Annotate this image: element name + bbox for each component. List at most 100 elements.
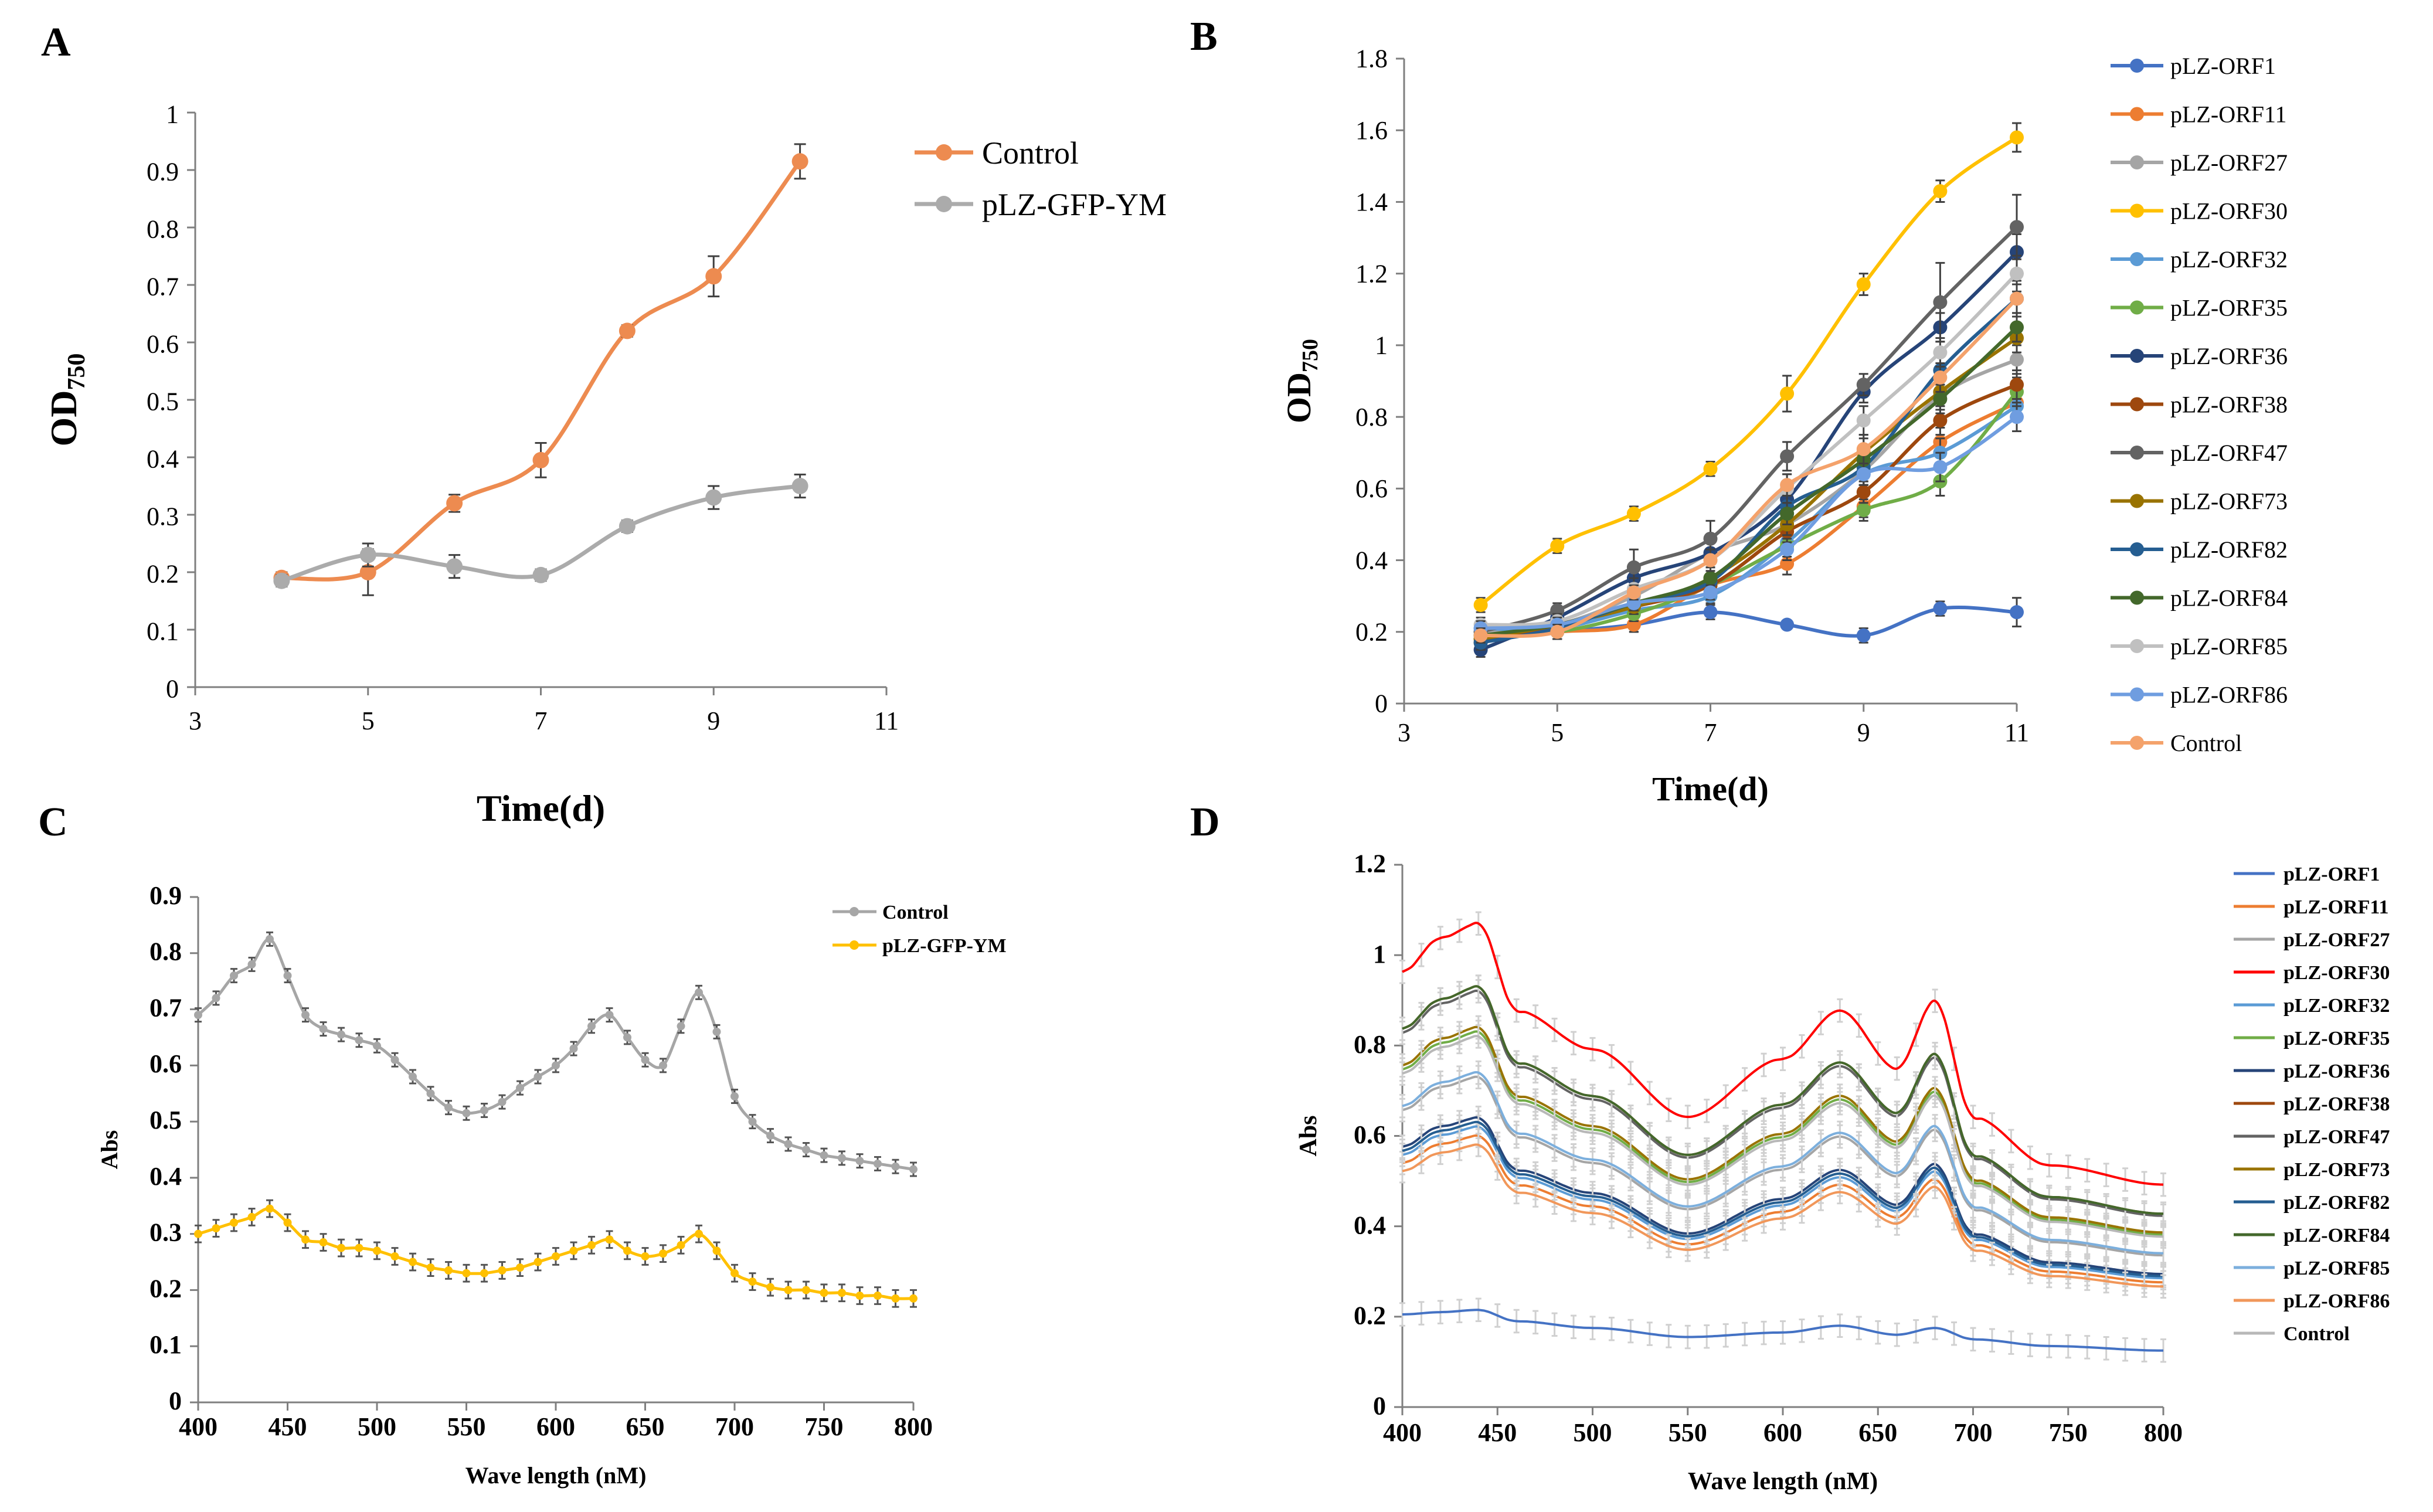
panel-c-data-point	[426, 1263, 435, 1272]
panel-c-x-tick-label: 550	[447, 1412, 486, 1441]
panel-b-y-tick-label: 1.6	[1355, 116, 1388, 145]
panel-c-y-tick-label: 0.4	[149, 1162, 182, 1191]
panel-d-legend-label: pLZ-ORF1	[2284, 864, 2380, 885]
panel-c-x-tick-label: 500	[358, 1412, 396, 1441]
panel-c-x-tick-label: 400	[179, 1412, 218, 1441]
panel-c-data-point	[677, 1022, 685, 1031]
panel-b-x-tick-label: 9	[1857, 718, 1870, 747]
panel-c-data-point	[891, 1294, 900, 1303]
panel-a-legend-label: Control	[982, 135, 1079, 171]
panel-a-y-tick-label: 0.5	[147, 388, 179, 416]
panel-b-series-line	[1480, 250, 2019, 652]
panel-b-legend-label: pLZ-ORF36	[2170, 343, 2288, 369]
panel-b-legend-label: pLZ-ORF84	[2170, 585, 2288, 611]
panel-a-data-point	[619, 518, 636, 535]
panel-a-x-tick-label: 3	[189, 706, 202, 735]
panel-b-data-point	[1703, 461, 1718, 476]
panel-c-data-point	[230, 1218, 238, 1227]
panel-a-x-tick-label: 7	[535, 706, 548, 735]
panel-b-y-tick-label: 0.2	[1355, 617, 1388, 646]
panel-b-data-point	[2010, 378, 2024, 392]
panel-a-data-point	[446, 558, 463, 575]
panel-c-data-point	[641, 1055, 650, 1064]
panel-b-legend-marker	[2130, 59, 2144, 73]
panel-c-data-point	[712, 1027, 721, 1036]
panel-b-y-tick-label: 1.4	[1355, 188, 1388, 216]
panel-b-data-point	[1933, 602, 1948, 616]
panel-b-y-tick-label: 0.4	[1355, 546, 1388, 575]
panel-b-data-point	[1780, 386, 1795, 401]
panel-b-legend-label: pLZ-ORF32	[2170, 246, 2288, 273]
panel-c-data-point	[516, 1083, 524, 1092]
panel-c-x-axis-title: Wave length (nM)	[465, 1462, 647, 1489]
panel-c-data-point	[730, 1269, 739, 1277]
panel-c-data-point	[247, 960, 256, 969]
panel-d-legend-label: pLZ-ORF85	[2284, 1258, 2390, 1279]
panel-c-data-point	[444, 1103, 453, 1112]
panel-b-data-point	[1473, 628, 1488, 643]
panel-d-legend-label: pLZ-ORF11	[2284, 896, 2388, 918]
panel-b-legend-marker	[2130, 397, 2144, 412]
panel-c-data-point	[373, 1041, 381, 1050]
panel-c-data-point	[247, 1212, 256, 1221]
panel-b-legend-marker	[2130, 639, 2144, 653]
panel-b-legend-label: pLZ-ORF47	[2170, 440, 2288, 466]
panel-c-data-point	[730, 1092, 739, 1101]
panel-c-data-point	[802, 1286, 810, 1294]
panel-d-y-tick-label: 0.2	[1354, 1301, 1386, 1330]
panel-a-data-point	[273, 572, 290, 589]
panel-a-y-tick-label: 0.2	[147, 560, 179, 589]
panel-c-y-tick-label: 0.9	[149, 881, 182, 910]
panel-b-y-tick-label: 1	[1375, 331, 1388, 360]
panel-c-x-tick-label: 700	[715, 1412, 754, 1441]
panel-c-data-point	[641, 1252, 650, 1260]
panel-d-x-axis-title: Wave length (nM)	[1688, 1468, 1878, 1495]
panel-c-data-point	[587, 1241, 596, 1249]
panel-b-legend-label: pLZ-ORF86	[2170, 682, 2288, 708]
panel-b-y-tick-label: 0.8	[1355, 403, 1388, 431]
panel-c-data-point	[802, 1146, 810, 1154]
panel-b-data-point	[1856, 277, 1871, 291]
panel-b-y-tick-label: 1.8	[1355, 45, 1388, 73]
panel-c-data-point	[426, 1089, 435, 1098]
panel-d-x-tick-label: 550	[1669, 1418, 1707, 1447]
panel-d-series-line	[1402, 1143, 2164, 1288]
panel-b-legend-marker	[2130, 446, 2144, 460]
panel-d-legend-label: pLZ-ORF32	[2284, 995, 2390, 1017]
panel-b-data-point	[1703, 531, 1718, 546]
panel-c-y-tick-label: 0.3	[149, 1218, 182, 1247]
panel-d-x-tick-label: 700	[1954, 1418, 1993, 1447]
panel-d-legend-label: pLZ-ORF84	[2284, 1225, 2390, 1246]
panel-d-y-tick-label: 0.4	[1354, 1211, 1386, 1239]
panel-c-data-point	[766, 1283, 774, 1292]
panel-c-data-point	[498, 1098, 507, 1106]
panel-a-y-tick-label: 0	[166, 675, 179, 704]
panel-b-y-axis-title-main: OD	[1280, 372, 1318, 423]
panel-b-data-point	[1703, 585, 1718, 600]
panel-b-data-point	[2010, 320, 2024, 335]
panel-b-data-point	[1856, 628, 1871, 643]
panel-a-data-point	[705, 489, 722, 506]
panel-a-legend-marker	[936, 196, 952, 212]
panel-c-legend-marker	[849, 940, 859, 950]
panel-c-y-tick-label: 0	[169, 1387, 182, 1415]
panel-a-x-tick-label: 9	[707, 706, 720, 735]
panel-c-data-point	[891, 1162, 900, 1171]
panel-b-legend-label: pLZ-ORF82	[2170, 536, 2288, 563]
panel-c-data-point	[784, 1286, 793, 1294]
panel-c-chart: C 0 0.1 0.2 0.3 0.4 0.5 0.6 0.7 0.8 0.9 400 450 500 55…	[38, 800, 1007, 1489]
panel-a-chart: A 0 0.1 0.2 0.3 0.4 0.5 0.6 0.7 0.8 0.9 1 3 5 7 9 11 Time…	[41, 20, 1167, 829]
panel-c-y-tick-label: 0.7	[149, 993, 182, 1022]
panel-a-y-axis-title-main: OD	[43, 390, 84, 447]
panel-c-data-point	[444, 1266, 453, 1275]
panel-d-legend-label: pLZ-ORF73	[2284, 1159, 2390, 1181]
panel-c-data-point	[301, 1235, 310, 1244]
panel-b-data-point	[1703, 571, 1718, 586]
panel-b-data-point	[1933, 370, 1948, 385]
panel-c-data-point	[319, 1025, 328, 1034]
panel-c-y-tick-label: 0.1	[149, 1330, 182, 1359]
panel-b-series-line	[1480, 226, 2019, 634]
panel-b-legend-marker	[2130, 494, 2144, 508]
panel-b-x-tick-label: 3	[1398, 718, 1411, 747]
